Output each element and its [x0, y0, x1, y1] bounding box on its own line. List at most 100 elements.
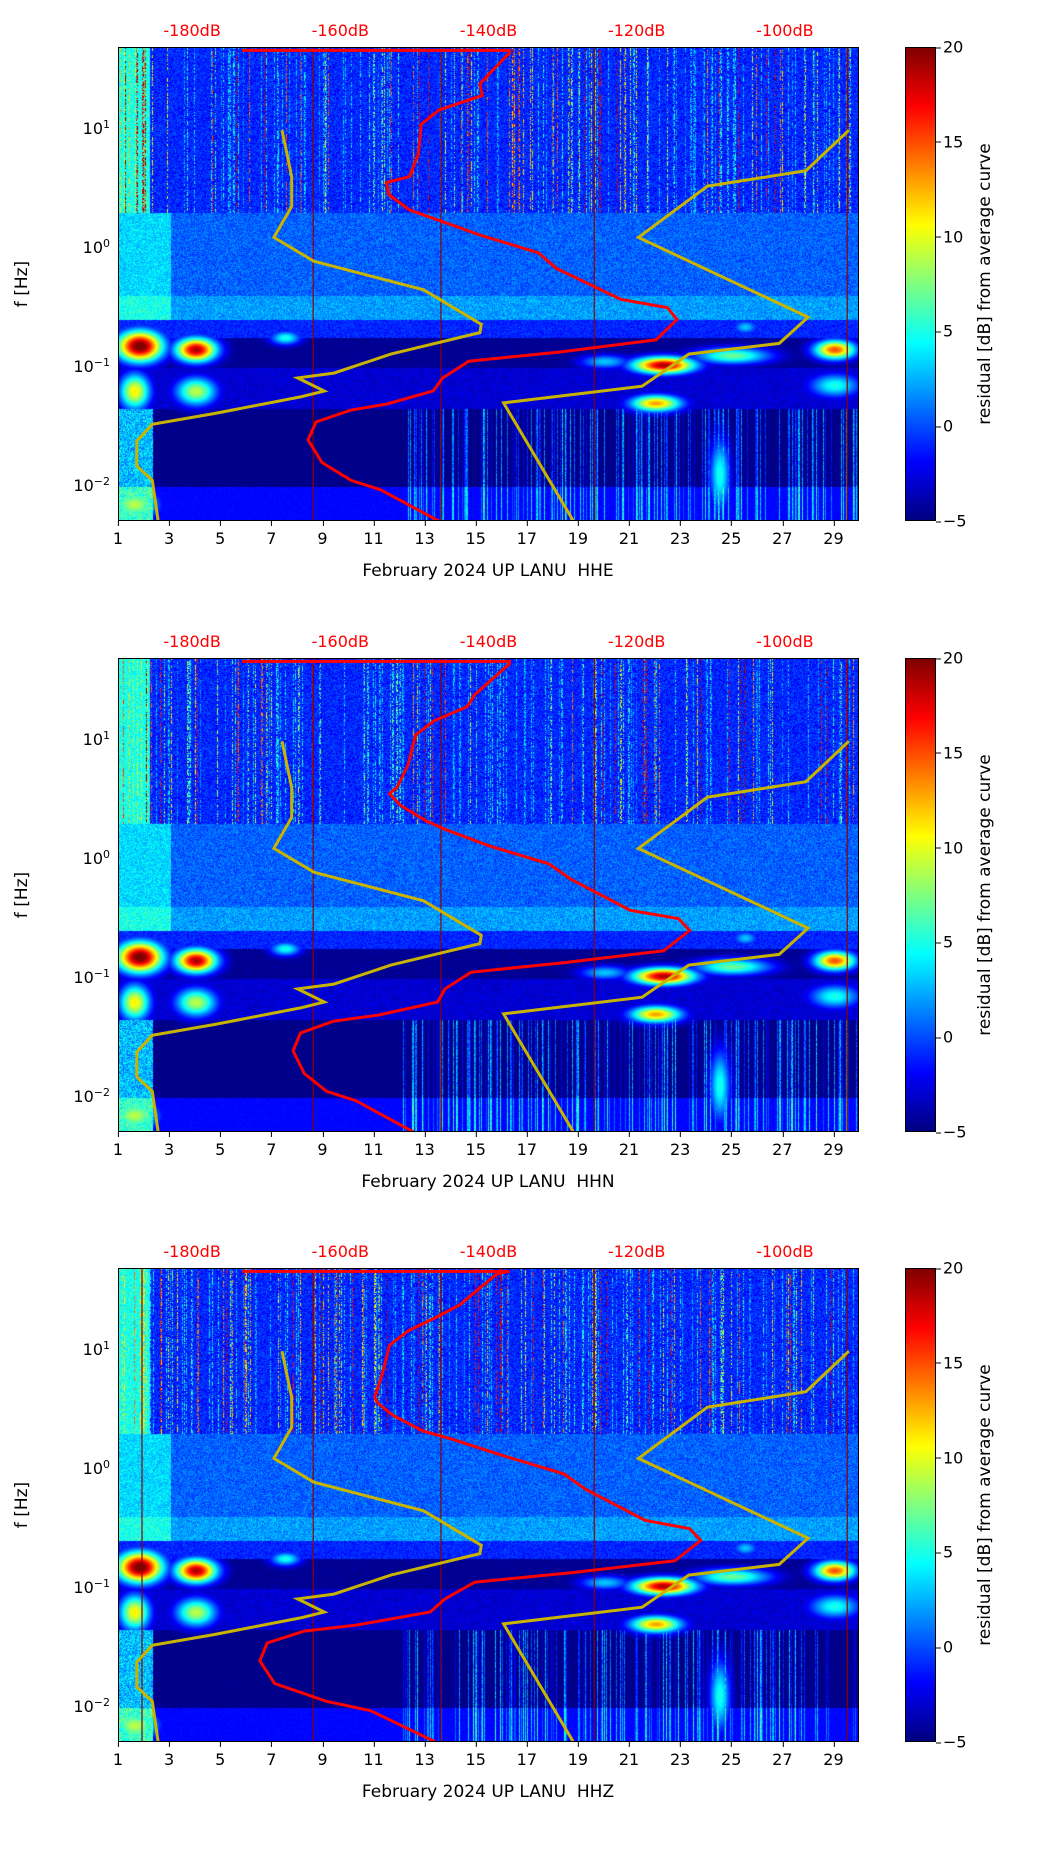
high-noise-model-curve — [501, 1350, 850, 1741]
colorbar — [905, 1268, 936, 1742]
x-tick-label: 17 — [517, 1132, 537, 1159]
y-tick-base: 10 — [82, 849, 103, 869]
colorbar-tick-label: 20 — [935, 648, 964, 668]
x-tick-label: 5 — [215, 521, 225, 548]
x-tick-label: 13 — [414, 521, 435, 548]
x-tick-label: 3 — [164, 521, 174, 548]
x-tick-label: 1 — [113, 521, 123, 548]
y-tick-label: 101 — [0, 729, 110, 749]
db-tick-label: -160dB — [311, 632, 370, 651]
colorbar-tick-label: 0 — [935, 1637, 954, 1657]
x-tick-label: 11 — [363, 521, 384, 548]
x-tick-label: 19 — [568, 1132, 588, 1159]
x-tick-label: 13 — [414, 1742, 435, 1769]
x-tick-label: 15 — [466, 521, 486, 548]
y-tick-base: 10 — [73, 1087, 94, 1107]
x-tick-label: 15 — [466, 1132, 486, 1159]
y-tick-base: 10 — [73, 357, 94, 377]
low-noise-model-curve — [135, 740, 483, 1131]
colorbar-tick-label: 15 — [935, 132, 964, 152]
colorbar-tick-label: 15 — [935, 1353, 964, 1373]
colorbar-tick-label: 0 — [935, 1027, 954, 1047]
x-tick-label: 5 — [215, 1132, 225, 1159]
db-tick-label: -180dB — [163, 632, 221, 651]
x-tick-label: 25 — [721, 1742, 741, 1769]
y-tick-exponent: 0 — [103, 847, 110, 861]
x-tick-label: 29 — [823, 521, 844, 548]
x-tick-label: 3 — [164, 1132, 174, 1159]
x-tick-label: 7 — [266, 1742, 276, 1769]
db-tick-label: -140dB — [459, 632, 518, 651]
x-tick-label: 17 — [517, 1742, 537, 1769]
y-tick-label: 100 — [0, 1458, 110, 1478]
y-tick-base: 10 — [73, 1578, 94, 1598]
x-tick-label: 25 — [721, 1132, 741, 1159]
x-tick-label: 7 — [266, 1132, 276, 1159]
colorbar-tick-label: 15 — [935, 743, 964, 763]
y-axis-label: f [Hz] — [12, 1481, 32, 1529]
y-tick-exponent: −1 — [93, 1577, 110, 1591]
y-tick-exponent: 1 — [103, 117, 110, 131]
x-tick-label: 11 — [363, 1742, 384, 1769]
x-tick-label: 9 — [317, 1742, 328, 1769]
colorbar — [905, 658, 936, 1132]
y-tick-label: 10−1 — [0, 356, 110, 376]
spectrogram-plot-area — [118, 47, 859, 521]
db-tick-label: -160dB — [311, 1242, 370, 1261]
curves-overlay — [135, 659, 850, 1131]
y-tick-exponent: −1 — [93, 967, 110, 981]
spectrogram-panel-hhn: 1 3 5 7 9 11 13 15 17 19 21 23 25 27 29 101 100 10−1 10−2-… — [0, 632, 1052, 1258]
db-tick-label: -100dB — [756, 1242, 814, 1261]
y-tick-exponent: −2 — [93, 475, 110, 489]
x-tick-label: 9 — [317, 1132, 328, 1159]
x-axis-label: February 2024 UP LANU HHE — [362, 561, 614, 581]
colorbar-tick-label: 10 — [935, 227, 964, 247]
colorbar-tick-label: 10 — [935, 1448, 964, 1468]
db-tick-label: -100dB — [756, 632, 814, 651]
y-tick-base: 10 — [73, 968, 94, 988]
curves-overlay — [135, 48, 850, 520]
colorbar — [905, 47, 936, 521]
high-noise-model-curve — [501, 740, 850, 1131]
x-tick-label: 7 — [266, 521, 276, 548]
colorbar-tick-label: 0 — [935, 416, 954, 436]
x-tick-label: 13 — [414, 1132, 435, 1159]
y-axis-label: f [Hz] — [12, 260, 32, 308]
x-tick-label: 23 — [670, 1742, 690, 1769]
colorbar-label: residual [dB] from average curve — [975, 1364, 995, 1646]
x-tick-label: 27 — [772, 1132, 793, 1159]
db-tick-label: -120dB — [607, 632, 666, 651]
average-psd-curve — [242, 659, 692, 1131]
db-tick-label: -140dB — [459, 21, 518, 40]
db-tick-label: -140dB — [459, 1242, 518, 1261]
y-tick-base: 10 — [73, 476, 94, 496]
db-tick-label: -180dB — [163, 1242, 221, 1261]
x-tick-label: 25 — [721, 521, 741, 548]
y-tick-exponent: −1 — [93, 356, 110, 370]
x-tick-label: 29 — [823, 1132, 844, 1159]
y-axis-label: f [Hz] — [12, 871, 32, 919]
spectrogram-plot-area — [118, 1268, 859, 1742]
x-tick-label: 19 — [568, 1742, 588, 1769]
y-tick-base: 10 — [82, 1459, 103, 1479]
colorbar-tick-label: 20 — [935, 37, 964, 57]
low-noise-model-curve — [135, 129, 483, 520]
spectrogram-panel-hhe: 1 3 5 7 9 11 13 15 17 19 21 23 25 27 29 101 100 10−1 10−2-… — [0, 21, 1052, 647]
y-tick-label: 10−1 — [0, 967, 110, 987]
x-tick-label: 27 — [772, 521, 793, 548]
y-tick-exponent: −2 — [93, 1086, 110, 1100]
x-tick-label: 5 — [215, 1742, 225, 1769]
x-tick-label: 1 — [113, 1132, 123, 1159]
db-tick-label: -160dB — [311, 21, 370, 40]
x-tick-label: 9 — [317, 521, 328, 548]
colorbar-tick-label: 5 — [935, 932, 954, 952]
low-noise-model-curve — [135, 1350, 483, 1741]
spectrogram-plot-area — [118, 658, 859, 1132]
x-tick-label: 19 — [568, 521, 588, 548]
y-tick-label: 10−2 — [0, 1696, 110, 1716]
db-tick-label: -120dB — [607, 21, 666, 40]
y-tick-base: 10 — [82, 238, 103, 258]
y-tick-label: 10−1 — [0, 1577, 110, 1597]
x-tick-label: 21 — [619, 1132, 639, 1159]
y-tick-label: 101 — [0, 1339, 110, 1359]
